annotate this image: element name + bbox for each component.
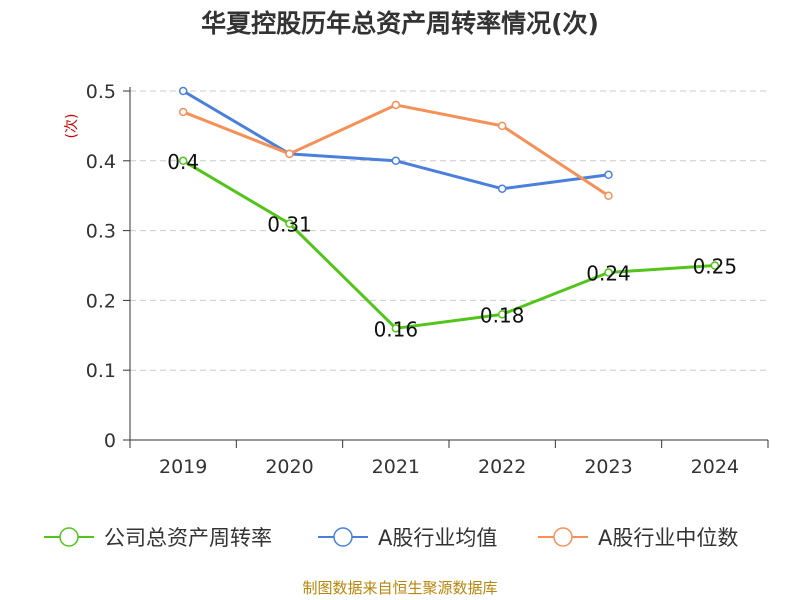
legend-label: 公司总资产周转率 — [104, 526, 272, 550]
data-label: 0.16 — [374, 317, 419, 341]
data-point — [178, 156, 188, 166]
x-tick-label: 2023 — [584, 456, 632, 478]
x-tick-label: 2020 — [265, 456, 313, 478]
series-lines — [178, 86, 720, 333]
legend-label: A股行业均值 — [378, 526, 497, 550]
x-tick-label: 2021 — [372, 456, 420, 478]
grid-lines — [130, 90, 768, 371]
y-tick-label: 0.5 — [86, 81, 116, 103]
data-point — [497, 184, 507, 193]
data-label: 0.24 — [586, 261, 631, 285]
data-label: 0.31 — [267, 213, 312, 237]
data-label: 0.4 — [167, 150, 199, 174]
data-point — [178, 86, 188, 96]
y-tick-label: 0.2 — [86, 290, 116, 312]
chart-title: 华夏控股历年总资产周转率情况(次) — [201, 9, 599, 38]
x-tick-label: 2022 — [478, 456, 526, 478]
y-tick-label: 0.4 — [86, 151, 116, 173]
y-tick-label: 0 — [104, 430, 116, 452]
series-line — [182, 159, 715, 330]
data-point — [497, 121, 507, 131]
data-label: 0.18 — [480, 303, 525, 327]
data-point — [178, 107, 188, 117]
data-point — [710, 261, 720, 270]
y-axis-label: (次) — [64, 114, 80, 139]
data-label: 0.25 — [693, 255, 738, 279]
legend: 公司总资产周转率 A股行业均值 A股行业中位数 — [44, 526, 738, 550]
axes: 0 0.1 0.2 0.3 0.4 0.5 2019 2020 2021 2022 2023 2024 — [86, 81, 769, 478]
source-note: 制图数据来自恒生聚源数据库 — [302, 579, 498, 597]
data-point — [604, 191, 613, 200]
data-point — [604, 268, 613, 277]
x-tick-label: 2019 — [159, 456, 207, 478]
data-point — [285, 219, 294, 228]
legend-marker — [59, 527, 79, 547]
data-point — [497, 310, 507, 319]
data-point — [285, 149, 294, 159]
data-point — [391, 324, 401, 333]
y-tick-label: 0.3 — [86, 221, 116, 243]
data-point — [391, 156, 401, 166]
data-point — [604, 170, 613, 180]
data-point — [391, 100, 401, 110]
data-labels: 0.4 0.31 0.16 0.18 0.24 0.25 — [167, 150, 737, 342]
y-tick-label: 0.1 — [86, 360, 116, 382]
legend-marker — [333, 527, 353, 547]
legend-label: A股行业中位数 — [598, 526, 738, 550]
legend-marker — [553, 527, 573, 547]
x-tick-label: 2024 — [691, 456, 739, 478]
